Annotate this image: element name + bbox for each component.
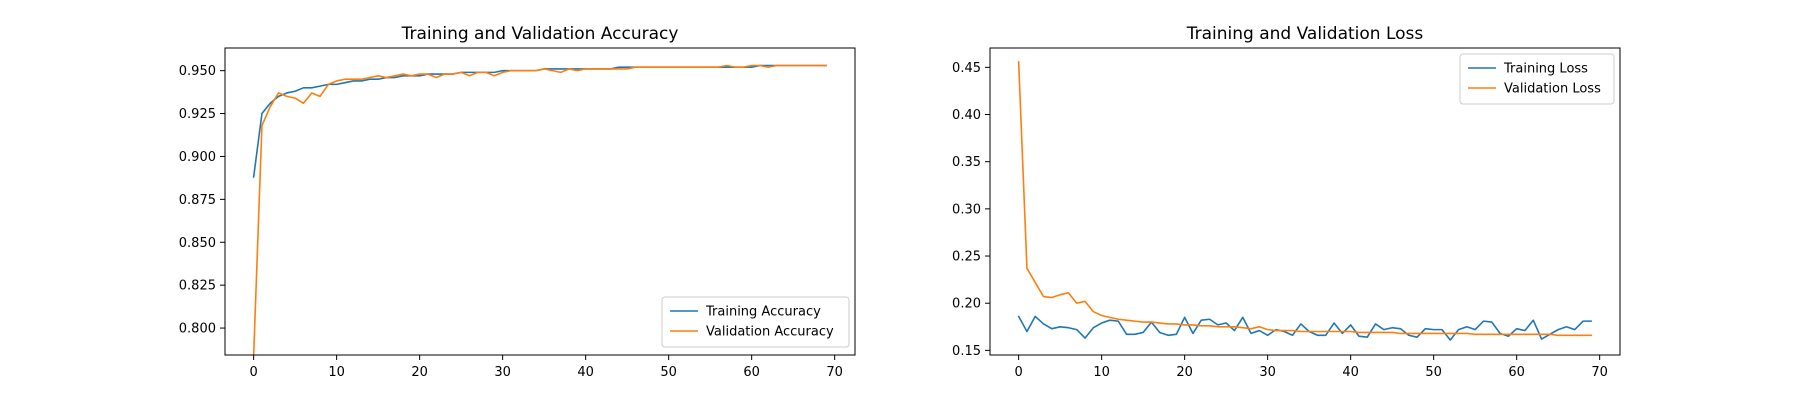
loss-series-line-training-loss bbox=[1017, 315, 1593, 341]
loss-chart-panel: Training and Validation Loss 0 10 20 30 40 50 6… bbox=[952, 24, 1621, 380]
loss-legend: Training Loss Validation Loss bbox=[1459, 53, 1615, 105]
loss-legend-box bbox=[1459, 53, 1615, 105]
loss-legend-label: Training Loss bbox=[1503, 62, 1588, 77]
accuracy-x-tick-label: 60 bbox=[743, 365, 760, 380]
accuracy-x-tick-label: 10 bbox=[328, 365, 345, 380]
accuracy-x-tick-label: 30 bbox=[494, 365, 511, 380]
accuracy-x-tick-label: 0 bbox=[249, 365, 257, 380]
accuracy-y-tick-label: 0.800 bbox=[179, 322, 216, 337]
loss-x-tick-label: 70 bbox=[1591, 365, 1608, 380]
loss-y-tick-label: 0.15 bbox=[952, 344, 981, 359]
accuracy-y-tick-label: 0.850 bbox=[179, 236, 216, 251]
loss-chart-title: Training and Validation Loss bbox=[1186, 24, 1424, 44]
accuracy-legend: Training Accuracy Validation Accuracy bbox=[661, 296, 850, 348]
loss-y-tick-label: 0.40 bbox=[952, 108, 981, 123]
accuracy-y-tick-label: 0.900 bbox=[179, 150, 216, 165]
accuracy-axes-frame bbox=[224, 47, 856, 356]
accuracy-chart-title: Training and Validation Accuracy bbox=[401, 24, 679, 44]
loss-y-tick-label: 0.30 bbox=[952, 202, 981, 217]
accuracy-x-tick-label: 20 bbox=[411, 365, 428, 380]
accuracy-y-tick-label: 0.825 bbox=[179, 279, 216, 294]
accuracy-x-tick-label: 50 bbox=[660, 365, 677, 380]
loss-x-tick-label: 10 bbox=[1093, 365, 1110, 380]
loss-legend-label: Validation Loss bbox=[1504, 82, 1601, 97]
accuracy-series-line-validation-accuracy bbox=[252, 64, 828, 355]
loss-x-tick-label: 50 bbox=[1425, 365, 1442, 380]
loss-x-tick-label: 30 bbox=[1259, 365, 1276, 380]
accuracy-x-tick-label: 70 bbox=[826, 365, 843, 380]
loss-x-tick-label: 60 bbox=[1508, 365, 1525, 380]
loss-series-line-validation-loss bbox=[1017, 60, 1593, 337]
loss-axes-frame bbox=[989, 47, 1621, 356]
accuracy-y-tick-label: 0.875 bbox=[179, 193, 216, 208]
loss-y-tick-label: 0.35 bbox=[952, 155, 981, 170]
loss-x-tick-label: 20 bbox=[1176, 365, 1193, 380]
loss-y-tick-label: 0.20 bbox=[952, 297, 981, 312]
loss-x-tick-label: 40 bbox=[1342, 365, 1359, 380]
loss-x-tick-label: 0 bbox=[1014, 365, 1022, 380]
loss-y-tick-label: 0.45 bbox=[952, 61, 981, 76]
accuracy-x-tick-label: 40 bbox=[577, 365, 594, 380]
accuracy-legend-label: Training Accuracy bbox=[705, 305, 821, 320]
accuracy-chart-panel: Training and Validation Accuracy 0 10 20 30 4… bbox=[179, 24, 856, 380]
accuracy-y-tick-label: 0.950 bbox=[179, 64, 216, 79]
accuracy-legend-box bbox=[661, 296, 850, 348]
accuracy-legend-label: Validation Accuracy bbox=[706, 325, 834, 340]
loss-y-tick-label: 0.25 bbox=[952, 250, 981, 265]
accuracy-y-tick-label: 0.925 bbox=[179, 107, 216, 122]
